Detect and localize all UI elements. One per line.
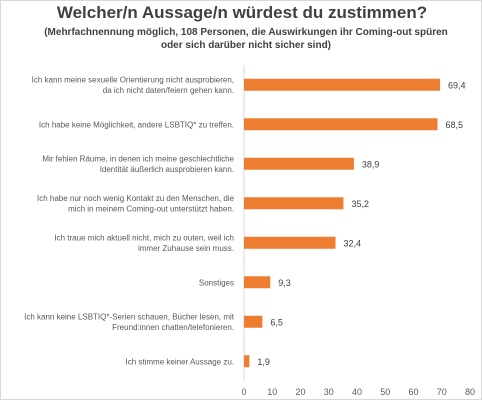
category-label: Ich habe nur noch wenig Kontakt zu den M… [37, 194, 235, 214]
chart-subtitle: (Mehrfachnennung möglich, 108 Personen, … [41, 26, 451, 52]
value-label: 68,5 [446, 120, 464, 130]
bar [244, 236, 336, 249]
category-label: Ich stimme keiner Aussage zu. [126, 357, 235, 366]
x-tick-label: 70 [437, 387, 447, 397]
value-label: 1,9 [257, 357, 270, 367]
category-label: Sonstiges [199, 278, 234, 287]
category-label-line: immer Zuhause sein muss. [138, 244, 234, 253]
category-label-line: Freund:innen chatten/telefonieren. [112, 323, 234, 332]
value-label: 35,2 [351, 199, 369, 209]
x-tick-label: 20 [295, 387, 305, 397]
x-tick-label: 50 [380, 387, 390, 397]
x-tick-label: 80 [465, 387, 475, 397]
x-tick-label: 30 [324, 387, 334, 397]
category-label: Ich kann keine LSBTIQ*-Serien schauen, B… [24, 313, 235, 333]
value-label: 6,5 [270, 317, 283, 327]
category-label: Ich habe keine Möglichkeit, andere LSBTI… [39, 120, 234, 129]
category-label-line: Ich stimme keiner Aussage zu. [126, 357, 235, 366]
category-label-line: Sonstiges [199, 278, 234, 287]
category-label: Ich traue mich aktuell nicht, mich zu ou… [54, 234, 234, 254]
bar [244, 78, 441, 91]
bar [244, 118, 438, 131]
bar [244, 315, 263, 328]
category-label: Ich kann meine sexuelle Orientierung nic… [32, 76, 234, 96]
chart-subtitle-line: oder sich darüber nicht sicher sind) [160, 40, 332, 51]
value-label: 32,4 [344, 238, 362, 248]
x-tick-label: 0 [241, 387, 246, 397]
value-label: 69,4 [448, 80, 466, 90]
category-label-line: Ich habe nur noch wenig Kontakt zu den M… [37, 194, 235, 203]
bar [244, 157, 354, 170]
chart-title: Welcher/n Aussage/n würdest du zustimmen… [56, 3, 428, 22]
x-tick-label: 10 [267, 387, 277, 397]
x-tick-label: 40 [352, 387, 362, 397]
category-label-line: da ich nicht daten/feiern gehen kann. [103, 86, 234, 95]
bar [244, 197, 344, 210]
value-label: 38,9 [362, 159, 380, 169]
category-label-line: mich in meinem Coming-out unterstützt ha… [68, 205, 234, 214]
category-label-line: Ich kann meine sexuelle Orientierung nic… [32, 76, 234, 85]
x-tick-label: 60 [408, 387, 418, 397]
bar [244, 355, 250, 368]
category-label-line: Identität äußerlich ausprobieren kann. [100, 165, 234, 174]
category-label-line: Ich habe keine Möglichkeit, andere LSBTI… [39, 120, 234, 129]
chart-subtitle-line: (Mehrfachnennung möglich, 108 Personen, … [44, 27, 448, 38]
category-label-line: Mir fehlen Räume, in denen ich meine ges… [42, 155, 234, 164]
category-label-line: Ich kann keine LSBTIQ*-Serien schauen, B… [24, 313, 235, 322]
value-label: 9,3 [278, 278, 291, 288]
category-label: Mir fehlen Räume, in denen ich meine ges… [42, 155, 234, 175]
bar [244, 276, 271, 289]
category-label-line: Ich traue mich aktuell nicht, mich zu ou… [54, 234, 234, 243]
